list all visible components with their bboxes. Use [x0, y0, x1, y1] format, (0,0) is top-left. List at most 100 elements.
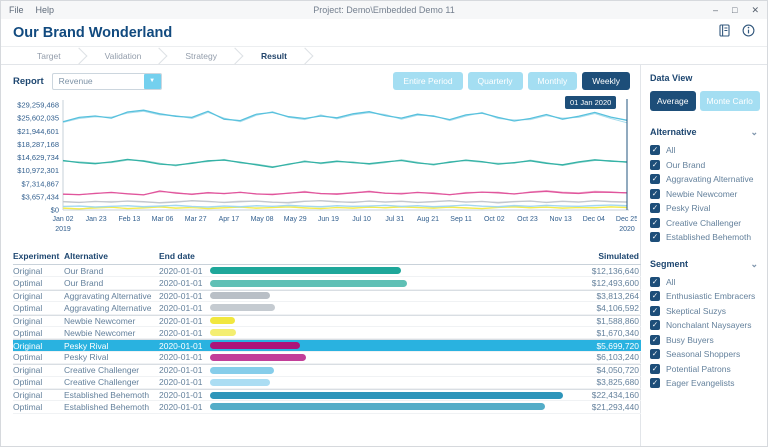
checkbox-item-seasonal-shoppers[interactable]: ✓ Seasonal Shoppers	[650, 349, 758, 359]
checkbox-checked[interactable]: ✓	[650, 305, 660, 316]
cell-experiment: Optimal	[13, 278, 43, 289]
cell-end-date: 2020-01-01	[159, 327, 203, 338]
cell-experiment: Original	[13, 315, 43, 326]
series-original-creative-challenger	[62, 204, 628, 208]
table-row[interactable]: Optimal Pesky Rival 2020-01-01 $6,103,240	[13, 352, 641, 365]
period-button-weekly[interactable]: Weekly	[582, 72, 630, 90]
report-select-value: Revenue	[58, 76, 93, 86]
chevron-down-icon[interactable]: ⌄	[750, 127, 758, 137]
tab-validation[interactable]: Validation	[89, 47, 170, 64]
cell-experiment: Original	[13, 340, 43, 351]
cell-experiment: Optimal	[13, 401, 43, 412]
checkbox-checked[interactable]: ✓	[650, 217, 660, 228]
table-row[interactable]: Original Our Brand 2020-01-01 $12,136,640	[13, 265, 641, 278]
checkbox-item-busy-buyers[interactable]: ✓ Busy Buyers	[650, 334, 758, 345]
checkbox-item-all[interactable]: ✓ All	[650, 145, 758, 155]
notes-icon[interactable]	[719, 23, 730, 42]
section-header-segment: Segment ⌄	[650, 259, 758, 269]
checkbox-item-all[interactable]: ✓ All	[650, 276, 758, 287]
period-button-entire-period[interactable]: Entire Period	[393, 72, 463, 90]
checkbox-item-established-behemoth[interactable]: ✓ Established Behemoth	[650, 232, 758, 242]
checkbox-checked[interactable]: ✓	[650, 188, 660, 199]
checkbox-checked[interactable]: ✓	[650, 363, 660, 374]
checkbox-item-nonchalant-naysayers[interactable]: ✓ Nonchalant Naysayers	[650, 320, 758, 330]
table-row[interactable]: Original Creative Challenger 2020-01-01 $4,…	[13, 364, 641, 377]
table-row[interactable]: Optimal Established Behemoth 2020-01-01 $21…	[13, 401, 641, 414]
table-row[interactable]: Optimal Our Brand 2020-01-01 $12,493,600	[13, 277, 641, 290]
checkbox-checked[interactable]: ✓	[650, 276, 660, 287]
cell-bar-track	[210, 304, 569, 312]
menu-item-file[interactable]: File	[9, 5, 24, 15]
checkbox-item-newbie-newcomer[interactable]: ✓ Newbie Newcomer	[650, 188, 758, 199]
checkbox-label: Newbie Newcomer	[666, 188, 738, 199]
revenue-line-chart[interactable]: $0 $3,657,434 $7,314,867 $10,972,301 $14,629…	[13, 95, 638, 241]
cell-bar-track	[210, 366, 569, 374]
y-tick-label: $14,629,734	[17, 153, 59, 162]
checkbox-checked[interactable]: ✓	[650, 349, 660, 359]
checkbox-checked[interactable]: ✓	[650, 203, 660, 213]
table-row[interactable]: Original Newbie Newcomer 2020-01-01 $1,588,…	[13, 314, 641, 327]
content: Report Revenue ▼ Entire Period Quarterly M…	[1, 65, 767, 446]
y-tick-label: $3,657,434	[21, 192, 59, 201]
table-row[interactable]: Optimal Newbie Newcomer 2020-01-01 $1,670,3…	[13, 327, 641, 340]
table-header: Experiment Alternative End date Simulate…	[13, 249, 641, 265]
cell-alternative: Aggravating Alternative	[64, 302, 152, 313]
series-original-established-behemoth	[62, 109, 628, 123]
checkbox-checked[interactable]: ✓	[650, 232, 660, 242]
checkbox-checked[interactable]: ✓	[650, 145, 660, 155]
cell-simulated: $21,293,440	[591, 401, 639, 412]
chevron-down-icon[interactable]: ⌄	[750, 258, 758, 269]
menu-item-help[interactable]: Help	[35, 5, 55, 15]
x-tick-label: Jan 02	[52, 216, 73, 223]
cell-end-date: 2020-01-01	[159, 365, 203, 376]
report-select[interactable]: Revenue ▼	[51, 72, 162, 90]
checkbox-item-our-brand[interactable]: ✓ Our Brand	[650, 159, 758, 170]
cell-simulated: $1,670,340	[596, 327, 639, 338]
y-tick-label: $10,972,301	[17, 166, 59, 175]
period-button-quarterly[interactable]: Quarterly	[467, 72, 523, 90]
cell-alternative: Our Brand	[64, 278, 104, 289]
minimize-button[interactable]: –	[713, 4, 719, 15]
checkbox-label: Pesky Rival	[666, 203, 711, 213]
checkbox-item-aggravating-alternative[interactable]: ✓ Aggravating Alternative	[650, 174, 758, 184]
maximize-button[interactable]: □	[732, 4, 738, 15]
data-view-button-average[interactable]: Average	[650, 91, 696, 111]
checkbox-label: Busy Buyers	[666, 334, 714, 345]
checkbox-checked[interactable]: ✓	[650, 320, 660, 330]
cell-alternative: Pesky Rival	[64, 340, 109, 351]
x-year-end: 2020	[619, 226, 635, 233]
cell-simulated: $12,136,640	[591, 265, 639, 276]
simulated-bar	[210, 279, 407, 287]
data-view-button-monte-carlo[interactable]: Monte Carlo	[699, 91, 760, 111]
tab-result[interactable]: Result	[245, 47, 315, 64]
checkbox-item-pesky-rival[interactable]: ✓ Pesky Rival	[650, 203, 758, 213]
cell-bar-track	[210, 317, 569, 325]
table-row[interactable]: Original Pesky Rival 2020-01-01 $5,699,720	[13, 339, 641, 352]
checkbox-item-enthusiastic-embracers[interactable]: ✓ Enthusiastic Embracers	[650, 291, 758, 301]
checkbox-checked[interactable]: ✓	[650, 378, 660, 388]
checkbox-label: Enthusiastic Embracers	[666, 291, 756, 301]
checkbox-checked[interactable]: ✓	[650, 174, 660, 184]
table-row[interactable]: Original Aggravating Alternative 2020-01-0…	[13, 289, 641, 303]
x-tick-label: Jul 10	[352, 216, 371, 223]
close-button[interactable]: ✕	[751, 4, 759, 15]
tab-strategy[interactable]: Strategy	[169, 47, 245, 64]
x-tick-label: Mar 06	[152, 216, 174, 223]
checkbox-checked[interactable]: ✓	[650, 334, 660, 345]
checkbox-item-creative-challenger[interactable]: ✓ Creative Challenger	[650, 217, 758, 228]
chart-canvas[interactable]: $0 $3,657,434 $7,314,867 $10,972,301 $14,629…	[13, 95, 638, 241]
tab-target[interactable]: Target	[21, 47, 89, 64]
checkbox-item-potential-patrons[interactable]: ✓ Potential Patrons	[650, 363, 758, 374]
table-row[interactable]: Optimal Aggravating Alternative 2020-01-01…	[13, 302, 641, 315]
table-row[interactable]: Original Established Behemoth 2020-01-01 $2…	[13, 388, 641, 402]
checkbox-item-skeptical-suzys[interactable]: ✓ Skeptical Suzys	[650, 305, 758, 316]
checkbox-checked[interactable]: ✓	[650, 159, 660, 170]
period-button-monthly[interactable]: Monthly	[527, 72, 578, 90]
table-row[interactable]: Optimal Creative Challenger 2020-01-01 $3,8…	[13, 377, 641, 389]
checkbox-checked[interactable]: ✓	[650, 291, 660, 301]
info-icon[interactable]	[742, 24, 755, 42]
cell-alternative: Our Brand	[64, 265, 104, 276]
x-tick-label: Feb 13	[118, 216, 140, 223]
checkbox-item-eager-evangelists[interactable]: ✓ Eager Evangelists	[650, 378, 758, 388]
